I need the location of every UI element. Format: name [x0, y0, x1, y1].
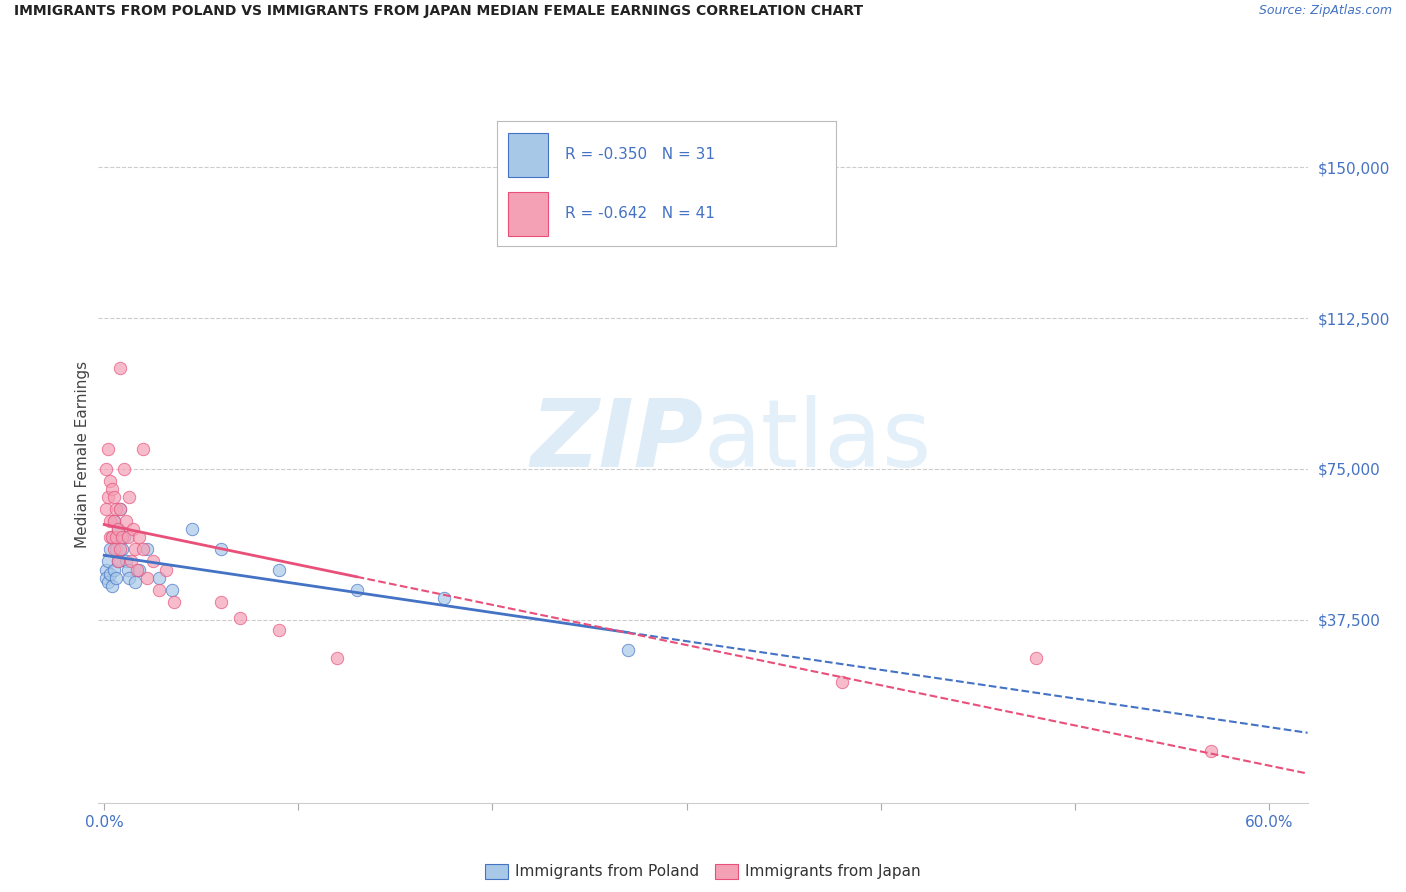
Point — [136, 542, 159, 557]
Point — [831, 675, 853, 690]
Point — [101, 530, 124, 544]
Point — [98, 530, 121, 544]
Point — [124, 574, 146, 589]
Point — [128, 530, 150, 544]
Point — [112, 462, 135, 476]
Point — [97, 574, 120, 589]
Point — [107, 554, 129, 568]
Point — [107, 522, 129, 536]
Point — [163, 595, 186, 609]
Point — [98, 474, 121, 488]
Point — [104, 571, 127, 585]
Point — [111, 530, 134, 544]
Point — [114, 514, 136, 528]
Point — [111, 542, 134, 557]
Point — [97, 442, 120, 456]
Point — [617, 643, 640, 657]
Legend: Immigrants from Poland, Immigrants from Japan: Immigrants from Poland, Immigrants from … — [479, 857, 927, 886]
Point — [117, 562, 139, 576]
Point — [101, 482, 124, 496]
Point — [96, 571, 118, 585]
Point — [103, 514, 125, 528]
Point — [180, 522, 202, 536]
Point — [108, 361, 131, 376]
Point — [103, 542, 125, 557]
Point — [104, 530, 127, 544]
Point — [96, 462, 118, 476]
Point — [132, 542, 155, 557]
Text: atlas: atlas — [703, 395, 931, 487]
Point — [107, 554, 129, 568]
Text: ZIP: ZIP — [530, 395, 703, 487]
Point — [120, 554, 142, 568]
Point — [267, 623, 290, 637]
Point — [1025, 651, 1047, 665]
Point — [108, 502, 131, 516]
Point — [433, 591, 456, 605]
Point — [209, 595, 232, 609]
Point — [107, 522, 129, 536]
Point — [96, 502, 118, 516]
Point — [118, 490, 141, 504]
Point — [112, 530, 135, 544]
Point — [103, 562, 125, 576]
Point — [108, 502, 131, 516]
Point — [98, 542, 121, 557]
Point — [108, 542, 131, 557]
Point — [142, 554, 165, 568]
Point — [155, 562, 177, 576]
Point — [136, 571, 159, 585]
Point — [326, 651, 349, 665]
Point — [1199, 743, 1222, 757]
Point — [127, 562, 149, 576]
Point — [98, 566, 121, 581]
Point — [229, 611, 252, 625]
Point — [104, 502, 127, 516]
Point — [160, 582, 183, 597]
Text: Source: ZipAtlas.com: Source: ZipAtlas.com — [1258, 4, 1392, 18]
Point — [124, 542, 146, 557]
Point — [346, 582, 368, 597]
Point — [103, 514, 125, 528]
Point — [209, 542, 232, 557]
Point — [104, 542, 127, 557]
Point — [101, 530, 124, 544]
Point — [114, 554, 136, 568]
Y-axis label: Median Female Earnings: Median Female Earnings — [75, 361, 90, 549]
Point — [97, 490, 120, 504]
Point — [98, 514, 121, 528]
Point — [101, 579, 124, 593]
Point — [148, 582, 170, 597]
Point — [117, 530, 139, 544]
Text: IMMIGRANTS FROM POLAND VS IMMIGRANTS FROM JAPAN MEDIAN FEMALE EARNINGS CORRELATI: IMMIGRANTS FROM POLAND VS IMMIGRANTS FRO… — [14, 4, 863, 19]
Point — [148, 571, 170, 585]
Point — [128, 562, 150, 576]
Point — [103, 490, 125, 504]
Point — [97, 554, 120, 568]
Point — [96, 562, 118, 576]
Point — [132, 442, 155, 456]
Point — [118, 571, 141, 585]
Point — [122, 522, 145, 536]
Point — [267, 562, 290, 576]
